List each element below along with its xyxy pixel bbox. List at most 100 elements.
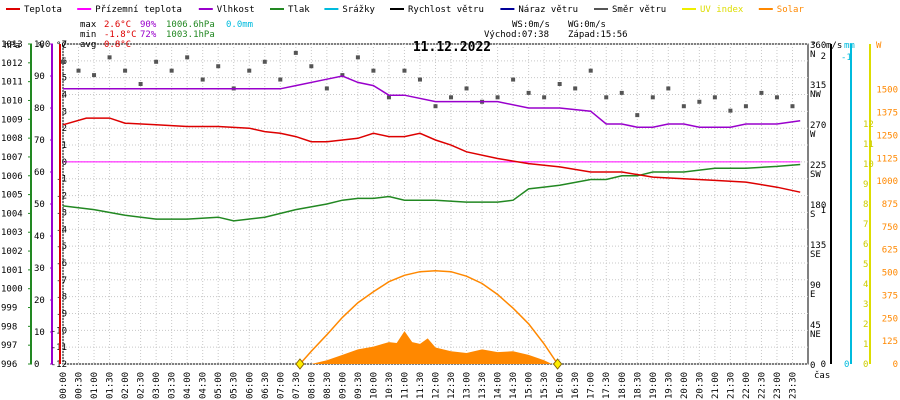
wind-direction-point [278, 77, 283, 82]
x-tick-label: 05:30 [230, 372, 240, 399]
legend-label: Srážky [342, 5, 375, 15]
legend-label: UV index [700, 5, 744, 15]
x-tick-label: 11:00 [400, 372, 410, 399]
direction-tick-label: 45 [810, 321, 821, 331]
x-tick-label: 23:00 [773, 372, 783, 399]
stats-min-pressure: 1003.1hPa [166, 30, 215, 40]
wind-direction-point [92, 73, 97, 78]
pressure-tick-label: 1013 [1, 40, 23, 50]
stats-max-pressure: 1006.6hPa [166, 20, 215, 30]
x-tick-label: 22:00 [742, 372, 752, 399]
uv-tick-label: 4 [863, 280, 868, 290]
series-pressure-line [62, 163, 801, 222]
solar-tick-label: 625 [882, 246, 898, 256]
x-tick-label: 12:00 [432, 372, 442, 399]
humidity-tick-label: 80 [34, 104, 45, 114]
direction-tick-label: 315 [810, 81, 826, 91]
wind-direction-point [619, 90, 624, 95]
pressure-tick-label: 1001 [1, 266, 23, 276]
wind-direction-point [759, 90, 764, 95]
temperature-tick-label: 4 [62, 91, 67, 101]
x-tick-label: 07:30 [292, 372, 302, 399]
wind-direction-point [154, 59, 159, 64]
wind-direction-point [417, 77, 422, 82]
wind-direction-point [107, 55, 112, 60]
x-tick-label: 19:00 [649, 372, 659, 399]
x-tick-label: 00:00 [59, 372, 69, 399]
humidity-axis-unit: % [38, 41, 44, 51]
direction-tick-label: 0 [810, 361, 815, 371]
wind-direction-point [309, 64, 314, 69]
stats-min-humidity: 72% [140, 30, 157, 40]
solar-axis-unit: W [876, 41, 882, 51]
humidity-tick-label: 40 [34, 232, 45, 242]
x-tick-label: 16:00 [556, 372, 566, 399]
wind-direction-point [681, 104, 686, 109]
uv-tick-label: 1 [863, 340, 868, 350]
wind-direction-point [216, 64, 221, 69]
legend-label: Vlhkost [217, 5, 255, 15]
wind-direction-point [697, 99, 702, 104]
pressure-tick-label: 999 [1, 304, 17, 314]
solar-tick-label: 1250 [876, 131, 898, 141]
precip-tick-label: 0 [844, 360, 849, 370]
x-tick-label: 10:30 [385, 372, 395, 399]
x-tick-label: 14:00 [494, 372, 504, 399]
humidity-tick-label: 10 [34, 328, 45, 338]
series-solar-line [299, 269, 559, 365]
direction-tick-label: 180 [810, 201, 826, 211]
precip-tick-label: -1 [841, 53, 852, 63]
x-tick-label: 16:30 [571, 372, 581, 399]
x-tick-label: 02:30 [137, 372, 147, 399]
uv-tick-label: 9 [863, 180, 868, 190]
x-tick-label: 20:00 [680, 372, 690, 399]
wind-direction-point [293, 50, 298, 55]
wind-direction-point [371, 68, 376, 73]
solar-tick-label: 1125 [876, 154, 898, 164]
wind-direction-point [650, 95, 655, 100]
sunset-info: Západ:15:56 [568, 30, 628, 40]
pressure-tick-label: 996 [1, 360, 17, 370]
wind-direction-point [386, 95, 391, 100]
pressure-tick-label: 1007 [1, 153, 23, 163]
x-tick-label: 21:00 [711, 372, 721, 399]
solar-tick-label: 1000 [876, 177, 898, 187]
temperature-tick-label: -8 [56, 293, 67, 303]
pressure-axis-unit: hPa [4, 41, 20, 51]
series-temperature-line [62, 117, 801, 193]
wind-direction-point [123, 68, 128, 73]
wind-direction-point [262, 59, 267, 64]
x-tick-label: 11:30 [416, 372, 426, 399]
x-tick-label: 05:00 [214, 372, 224, 399]
wind-direction-point [200, 77, 205, 82]
uv-tick-label: 6 [863, 240, 868, 250]
x-axis-label: čas [814, 370, 830, 381]
wind-direction-point [495, 95, 500, 100]
uv-tick-label: 10 [863, 160, 874, 170]
wind-direction-point [185, 55, 190, 60]
temperature-tick-label: 0 [62, 158, 67, 168]
direction-tick-compass: NE [810, 330, 821, 340]
wind-speed-tick-label: 1 [821, 206, 826, 216]
solar-tick-label: 250 [882, 314, 898, 324]
wind-direction-point [138, 82, 143, 86]
temperature-tick-label: -7 [56, 276, 67, 286]
direction-tick-label: 225 [810, 161, 826, 171]
wind-speed-tick-label: 2 [821, 52, 826, 62]
direction-tick-compass: E [810, 290, 815, 300]
wind-speed-axis-unit: m/s [826, 41, 842, 51]
solar-tick-label: 1500 [876, 86, 898, 96]
x-tick-label: 06:00 [245, 372, 255, 399]
wind-direction-point [728, 108, 733, 113]
direction-tick-label: 270 [810, 121, 826, 131]
legend-label: Solar [777, 5, 805, 15]
humidity-tick-label: 50 [34, 200, 45, 210]
wind-direction-point [247, 68, 252, 73]
x-tick-label: 19:30 [664, 372, 674, 399]
x-tick-label: 12:30 [447, 372, 457, 399]
direction-axis-unit: ° [811, 41, 816, 51]
stats-avg-label: avg [80, 40, 96, 50]
humidity-tick-label: 60 [34, 168, 45, 178]
legend-label: Rychlost větru [408, 5, 484, 15]
